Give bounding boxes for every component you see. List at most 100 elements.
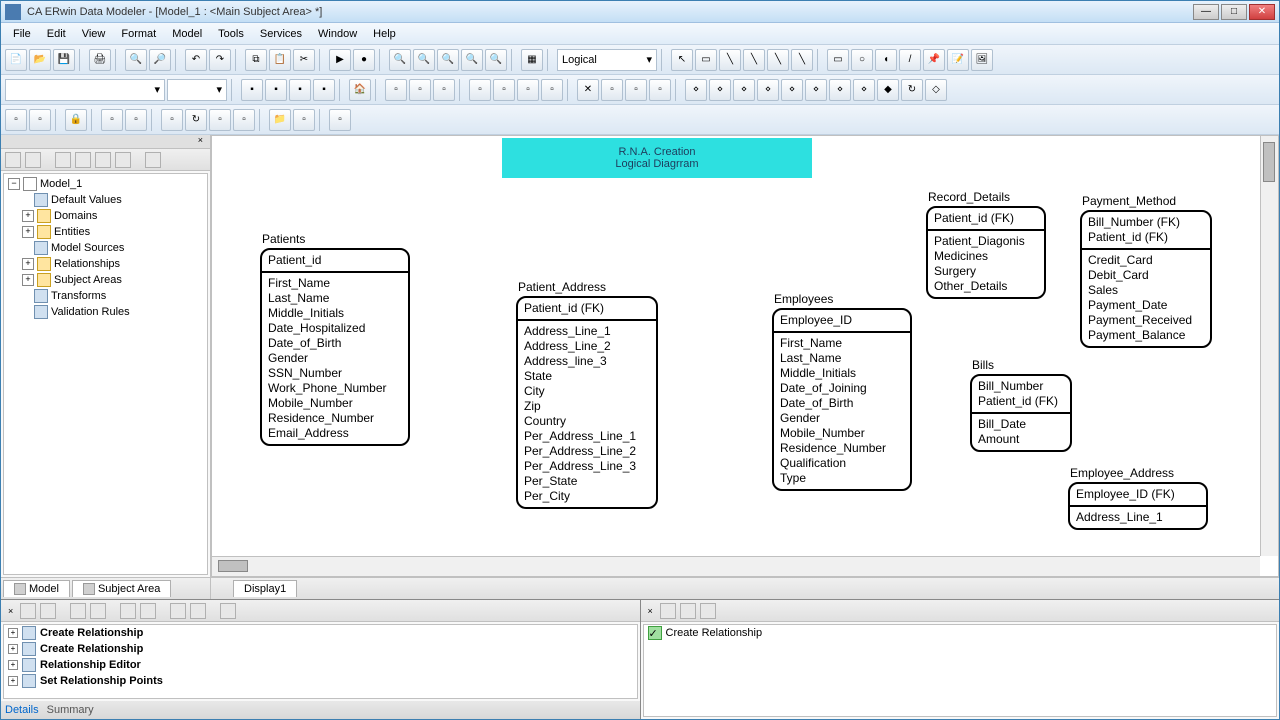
tree-item[interactable]: +Domains	[6, 208, 205, 224]
tree-item[interactable]: +Subject Areas	[6, 272, 205, 288]
menu-file[interactable]: File	[5, 26, 39, 42]
panel-close-icon[interactable]: ×	[195, 135, 206, 148]
expand-icon[interactable]: +	[8, 676, 18, 686]
go-icon[interactable]: ▶	[329, 49, 351, 71]
t2c-icon[interactable]: ▫	[433, 79, 455, 101]
t2t-icon[interactable]: ◆	[877, 79, 899, 101]
zoom-in-icon[interactable]: 🔍	[389, 49, 411, 71]
expand-icon[interactable]: +	[22, 210, 34, 222]
expand-icon[interactable]: +	[22, 274, 34, 286]
result-list[interactable]: ✓Create Relationship	[643, 624, 1278, 717]
minimize-button[interactable]: —	[1193, 4, 1219, 20]
log-btn-3[interactable]	[70, 603, 86, 619]
t2d-icon[interactable]: ▫	[469, 79, 491, 101]
exp-btn-3[interactable]	[55, 152, 71, 168]
copy-icon[interactable]: ⧉	[245, 49, 267, 71]
relation3-icon[interactable]: ╲	[767, 49, 789, 71]
tab-display1[interactable]: Display1	[233, 580, 297, 597]
tree-item[interactable]: +Entities	[6, 224, 205, 240]
entity-employee_address[interactable]: Employee_Address Employee_ID (FK)Address…	[1068, 466, 1208, 530]
exp-btn-5[interactable]	[95, 152, 111, 168]
entity-patients[interactable]: Patients Patient_idFirst_NameLast_NameMi…	[260, 232, 410, 446]
footer-details[interactable]: Details	[5, 704, 39, 716]
t2o-icon[interactable]: ⋄	[757, 79, 779, 101]
vertical-scrollbar[interactable]	[1260, 136, 1278, 556]
expand-icon[interactable]: +	[8, 660, 18, 670]
pin-icon[interactable]: 📌	[923, 49, 945, 71]
menu-help[interactable]: Help	[365, 26, 404, 42]
menu-format[interactable]: Format	[113, 26, 164, 42]
expand-icon[interactable]: −	[8, 178, 20, 190]
res-btn-2[interactable]	[680, 603, 696, 619]
tree-item[interactable]: Default Values	[6, 192, 205, 208]
cut-icon[interactable]: ✂	[293, 49, 315, 71]
tree-item[interactable]: Model Sources	[6, 240, 205, 256]
tree-item[interactable]: Validation Rules	[6, 304, 205, 320]
zoom-out-icon[interactable]: 🔍	[413, 49, 435, 71]
entity-record_details[interactable]: Record_Details Patient_id (FK)Patient_Di…	[926, 190, 1046, 299]
tab-model[interactable]: Model	[3, 580, 70, 597]
t2b-icon[interactable]: ▫	[409, 79, 431, 101]
size-combo[interactable]: ▾	[167, 79, 227, 101]
open-icon[interactable]: 📂	[29, 49, 51, 71]
t2g-icon[interactable]: ▫	[541, 79, 563, 101]
t2p-icon[interactable]: ⋄	[781, 79, 803, 101]
log-btn-4[interactable]	[90, 603, 106, 619]
t2a-icon[interactable]: ▫	[385, 79, 407, 101]
diagram-title[interactable]: R.N.A. Creation Logical Diagrram	[502, 138, 812, 178]
panel-close-icon[interactable]: ×	[5, 606, 16, 616]
menu-edit[interactable]: Edit	[39, 26, 74, 42]
font-combo[interactable]: ▾	[5, 79, 165, 101]
panel-close-icon[interactable]: ×	[645, 606, 656, 616]
t3i-icon[interactable]: ▫	[233, 109, 255, 131]
t2n-icon[interactable]: ⋄	[733, 79, 755, 101]
t3g-icon[interactable]: ↻	[185, 109, 207, 131]
t2l-icon[interactable]: ⋄	[685, 79, 707, 101]
t2r-icon[interactable]: ⋄	[829, 79, 851, 101]
exp-btn-2[interactable]	[25, 152, 41, 168]
find-replace-icon[interactable]: 🔎	[149, 49, 171, 71]
log-btn-6[interactable]	[140, 603, 156, 619]
t3l-icon[interactable]: ▫	[329, 109, 351, 131]
tree-root[interactable]: − Model_1	[6, 176, 205, 192]
rounded-icon[interactable]: ◖	[875, 49, 897, 71]
log-btn-8[interactable]	[190, 603, 206, 619]
footer-summary[interactable]: Summary	[47, 704, 94, 716]
exp-btn-4[interactable]	[75, 152, 91, 168]
list-item[interactable]: +Relationship Editor	[4, 657, 637, 673]
t2f-icon[interactable]: ▫	[517, 79, 539, 101]
list-item[interactable]: ✓Create Relationship	[644, 625, 1277, 641]
t2v-icon[interactable]: ◇	[925, 79, 947, 101]
menu-window[interactable]: Window	[310, 26, 365, 42]
t3a-icon[interactable]: ▫	[5, 109, 27, 131]
t2i-icon[interactable]: ▫	[601, 79, 623, 101]
tab-subject-area[interactable]: Subject Area	[72, 580, 171, 597]
t2q-icon[interactable]: ⋄	[805, 79, 827, 101]
zoom-fit-icon[interactable]: 🔍	[437, 49, 459, 71]
note-icon[interactable]: 📝	[947, 49, 969, 71]
fill3-icon[interactable]: ▪	[289, 79, 311, 101]
entity-patient_address[interactable]: Patient_Address Patient_id (FK)Address_L…	[516, 280, 658, 509]
undo-icon[interactable]: ↶	[185, 49, 207, 71]
t2j-icon[interactable]: ▫	[625, 79, 647, 101]
home-icon[interactable]: 🏠	[349, 79, 371, 101]
stop-icon[interactable]: ●	[353, 49, 375, 71]
fill1-icon[interactable]: ▪	[241, 79, 263, 101]
rect-icon[interactable]: ▭	[827, 49, 849, 71]
exp-btn-1[interactable]	[5, 152, 21, 168]
res-btn-3[interactable]	[700, 603, 716, 619]
expand-icon[interactable]: +	[8, 628, 18, 638]
log-btn-5[interactable]	[120, 603, 136, 619]
t3c-icon[interactable]: 🔒	[65, 109, 87, 131]
list-item[interactable]: +Set Relationship Points	[4, 673, 637, 689]
page-icon[interactable]: ▦	[521, 49, 543, 71]
exp-btn-6[interactable]	[115, 152, 131, 168]
line-icon[interactable]: /	[899, 49, 921, 71]
menu-view[interactable]: View	[74, 26, 114, 42]
diagram-canvas[interactable]: R.N.A. Creation Logical Diagrram Patient…	[211, 135, 1279, 577]
tree-item[interactable]: +Relationships	[6, 256, 205, 272]
zoom-100-icon[interactable]: 🔍	[461, 49, 483, 71]
t3b-icon[interactable]: ▫	[29, 109, 51, 131]
t2u-icon[interactable]: ↻	[901, 79, 923, 101]
fill2-icon[interactable]: ▪	[265, 79, 287, 101]
